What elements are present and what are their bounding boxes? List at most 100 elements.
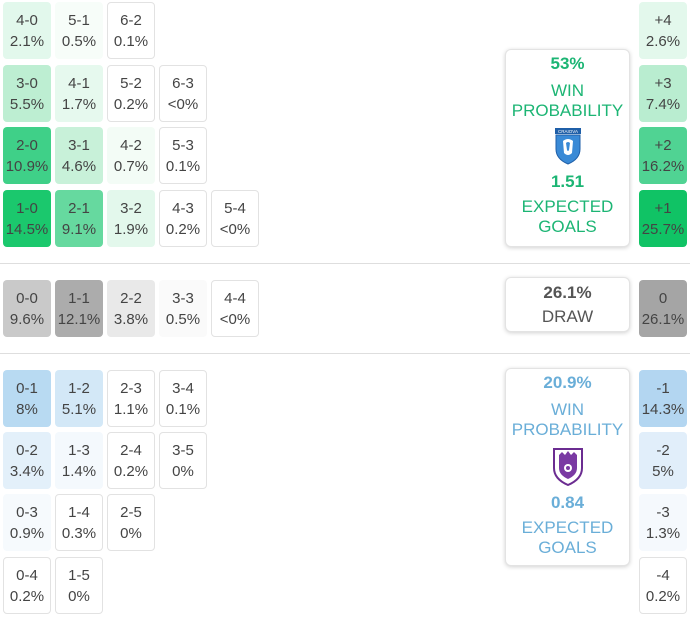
score-probability: 8%	[16, 400, 38, 418]
scoreline: -1	[656, 379, 670, 397]
score-probability: 0.1%	[165, 157, 201, 175]
score-cell: 4-4 <0%	[211, 280, 259, 337]
margin-cell: -4 0.2%	[639, 557, 687, 614]
draw-card: 26.1% DRAW	[505, 277, 630, 332]
home-team-card: 53% WIN PROBABILITY CRAIOVA 1.51 EXPECTE…	[505, 49, 630, 247]
margin-cell: 0 26.1%	[639, 280, 687, 337]
score-probability: 0.2%	[113, 462, 149, 480]
score-probability: 14.3%	[641, 400, 685, 418]
score-cell: 6-3 <0%	[159, 65, 207, 122]
away-win-percentage: 20.9%	[543, 373, 592, 392]
scoreline: 2-5	[120, 503, 142, 521]
score-probability: 2.1%	[9, 32, 45, 50]
draw-label: DRAW	[541, 307, 594, 326]
scoreline: 5-2	[120, 74, 142, 92]
score-probability: 12.1%	[57, 310, 101, 328]
scoreline: -4	[656, 566, 670, 584]
scoreline: 0-1	[16, 379, 38, 397]
score-probability: 0.2%	[9, 587, 45, 605]
score-cell: 1-5 0%	[55, 557, 103, 614]
scoreline: 1-1	[68, 289, 90, 307]
scoreline: 0-3	[16, 503, 38, 521]
home-expected-goals-label: EXPECTED GOALS	[521, 197, 614, 236]
scoreline: +4	[654, 11, 672, 29]
margin-cell: +4 2.6%	[639, 2, 687, 59]
score-probability: 0.2%	[645, 587, 681, 605]
score-probability: 1.9%	[113, 220, 149, 238]
score-probability: 3.8%	[113, 310, 149, 328]
score-probability: 0.5%	[61, 32, 97, 50]
scoreline: 1-4	[68, 503, 90, 521]
score-probability: <0%	[219, 310, 251, 328]
draw-percentage: 26.1%	[543, 283, 592, 302]
score-cell: 1-3 1.4%	[55, 432, 103, 489]
fc-arges-crest-icon	[551, 446, 585, 487]
scoreline: 3-3	[172, 289, 194, 307]
scoreline: 2-2	[120, 289, 142, 307]
score-cell: 4-2 0.7%	[107, 127, 155, 184]
home-win-percentage: 53%	[550, 54, 585, 73]
scoreline: 4-3	[172, 199, 194, 217]
scoreline: 2-3	[120, 379, 142, 397]
scoreline: -2	[656, 441, 670, 459]
scoreline: 0-0	[16, 289, 38, 307]
score-cell: 1-4 0.3%	[55, 494, 103, 551]
score-probability: 0%	[68, 587, 90, 605]
score-cell: 3-2 1.9%	[107, 190, 155, 247]
score-probability: 0.1%	[113, 32, 149, 50]
scoreline: 5-3	[172, 136, 194, 154]
score-cell: 2-4 0.2%	[107, 432, 155, 489]
score-probability: 16.2%	[641, 157, 685, 175]
away-expected-goals-value: 0.84	[550, 493, 585, 512]
home-win-label: WIN PROBABILITY	[511, 81, 624, 120]
score-probability: 1.1%	[113, 400, 149, 418]
score-probability: 0.2%	[113, 95, 149, 113]
section-divider	[0, 263, 690, 264]
scoreline: 4-0	[16, 11, 38, 29]
score-probability: 14.5%	[5, 220, 49, 238]
scoreline: 0-4	[16, 566, 38, 584]
score-probability: 0%	[120, 524, 142, 542]
score-cell: 3-4 0.1%	[159, 370, 207, 427]
score-cell: 1-1 12.1%	[55, 280, 103, 337]
craiova-crest-icon: CRAIOVA	[552, 127, 584, 165]
score-probability: 25.7%	[641, 220, 685, 238]
margin-cell: +1 25.7%	[639, 190, 687, 247]
score-probability: 4.6%	[61, 157, 97, 175]
score-cell: 5-2 0.2%	[107, 65, 155, 122]
scoreline: 5-4	[224, 199, 246, 217]
score-cell: 3-1 4.6%	[55, 127, 103, 184]
scoreline: 4-1	[68, 74, 90, 92]
scoreline: 1-0	[16, 199, 38, 217]
score-probability: <0%	[219, 220, 251, 238]
away-win-label: WIN PROBABILITY	[511, 400, 624, 439]
scoreline: 0-2	[16, 441, 38, 459]
score-cell: 0-2 3.4%	[3, 432, 51, 489]
scoreline: +2	[654, 136, 672, 154]
score-probability: 0.9%	[9, 524, 45, 542]
scoreline: 6-2	[120, 11, 142, 29]
away-team-card: 20.9% WIN PROBABILITY 0.84 EXPECTED GOAL…	[505, 368, 630, 566]
score-probability: 3.4%	[9, 462, 45, 480]
score-probability: <0%	[167, 95, 199, 113]
svg-text:CRAIOVA: CRAIOVA	[558, 129, 578, 134]
away-expected-goals-label: EXPECTED GOALS	[521, 518, 614, 557]
scoreline: 3-1	[68, 136, 90, 154]
scoreline: 1-3	[68, 441, 90, 459]
score-cell: 3-0 5.5%	[3, 65, 51, 122]
score-cell: 0-4 0.2%	[3, 557, 51, 614]
score-cell: 2-3 1.1%	[107, 370, 155, 427]
margin-cell: -1 14.3%	[639, 370, 687, 427]
score-probability: 5%	[652, 462, 674, 480]
scoreline: 1-2	[68, 379, 90, 397]
score-probability: 1.7%	[61, 95, 97, 113]
score-cell: 0-3 0.9%	[3, 494, 51, 551]
scoreline: 4-4	[224, 289, 246, 307]
score-probability: 10.9%	[5, 157, 49, 175]
scoreline: 3-4	[172, 379, 194, 397]
score-probability: 7.4%	[645, 95, 681, 113]
score-cell: 1-2 5.1%	[55, 370, 103, 427]
score-cell: 4-1 1.7%	[55, 65, 103, 122]
score-cell: 0-1 8%	[3, 370, 51, 427]
score-probability: 0.1%	[165, 400, 201, 418]
